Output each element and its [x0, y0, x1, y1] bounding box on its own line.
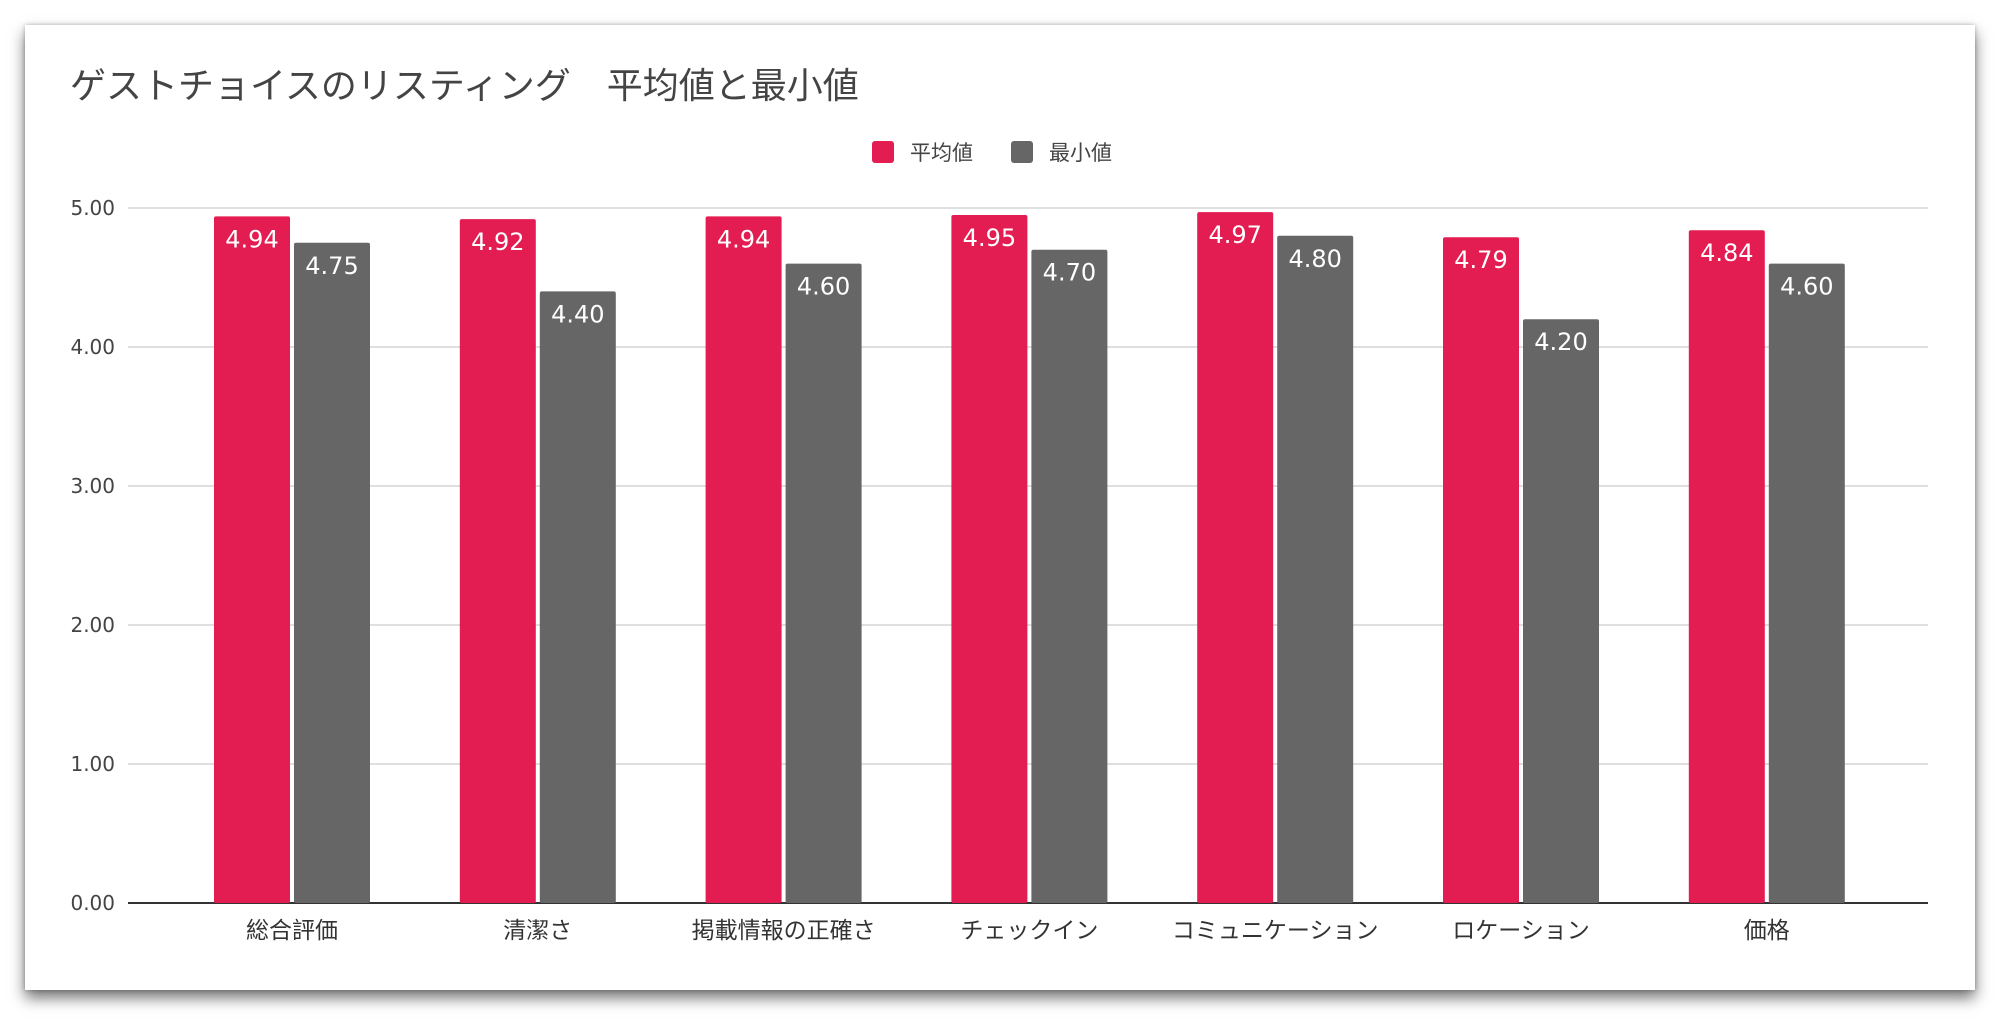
- legend: 平均値 最小値: [872, 141, 1112, 165]
- y-tick-label: 5.00: [70, 196, 115, 220]
- bars: 4.94 4.75 4.92 4.40 4.94 4.60 4.95 4.70 4.97 4.80…: [214, 212, 1845, 904]
- bar: [1031, 249, 1108, 903]
- legend-label: 最小値: [1049, 141, 1112, 165]
- data-label: 4.95: [963, 224, 1016, 252]
- y-tick-label: 1.00: [70, 752, 115, 776]
- bar: [705, 216, 782, 904]
- data-label: 4.60: [797, 273, 850, 301]
- data-label: 4.80: [1288, 245, 1341, 273]
- bar: [294, 242, 370, 903]
- bar: [459, 219, 536, 903]
- x-category-label: 清潔さ: [503, 918, 572, 944]
- data-label: 4.79: [1454, 246, 1507, 274]
- data-label: 4.84: [1700, 239, 1753, 267]
- x-category-label: 総合評価: [246, 918, 338, 944]
- gridlines: 0.00 1.00 2.00 3.00 4.00 5.00: [70, 196, 1928, 915]
- data-label: 4.60: [1780, 273, 1833, 301]
- bar: [1197, 212, 1274, 904]
- category-labels: 総合評価 清潔さ 掲載情報の正確さ チェックイン コミュニケーション ロケーション 価格: [246, 918, 1790, 944]
- chart-title: ゲストチョイスのリスティング 平均値と最小値: [70, 66, 859, 107]
- x-category-label: ロケーション: [1452, 918, 1590, 944]
- data-label: 4.40: [551, 300, 604, 328]
- data-label: 4.70: [1043, 259, 1096, 287]
- y-tick-label: 3.00: [70, 474, 115, 498]
- y-tick-label: 0.00: [70, 891, 115, 915]
- bar: [1277, 235, 1354, 904]
- data-label: 4.97: [1208, 221, 1261, 249]
- bar: [1523, 319, 1599, 903]
- bar: [951, 214, 1028, 903]
- x-category-label: コミュニケーション: [1172, 918, 1379, 944]
- legend-swatch: [872, 141, 894, 163]
- data-label: 4.75: [305, 252, 358, 280]
- data-label: 4.94: [717, 225, 770, 253]
- x-category-label: チェックイン: [960, 918, 1098, 944]
- legend-label: 平均値: [910, 141, 973, 165]
- data-label: 4.92: [471, 228, 524, 256]
- x-category-label: 価格: [1744, 918, 1790, 944]
- data-label: 4.20: [1534, 328, 1587, 356]
- y-tick-label: 4.00: [70, 335, 115, 359]
- bar: [1688, 230, 1765, 904]
- bar: [1443, 237, 1519, 903]
- x-category-label: 掲載情報の正確さ: [692, 918, 876, 944]
- y-tick-label: 2.00: [70, 613, 115, 637]
- bar: [539, 291, 616, 903]
- bar: [785, 263, 862, 904]
- data-label: 4.94: [225, 225, 278, 253]
- bar: [1768, 263, 1845, 904]
- legend-swatch: [1011, 141, 1033, 163]
- bar: [214, 216, 290, 904]
